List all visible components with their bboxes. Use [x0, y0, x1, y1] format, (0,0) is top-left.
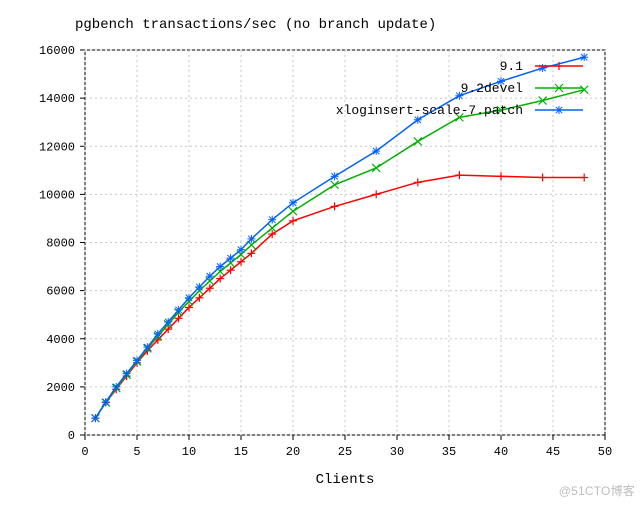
ytick-label: 12000	[39, 140, 75, 154]
watermark-text: @51CTO博客	[559, 482, 635, 499]
xtick-label: 0	[81, 445, 88, 459]
legend-label: 9.1	[500, 59, 524, 74]
xtick-label: 10	[182, 445, 196, 459]
xtick-label: 45	[546, 445, 560, 459]
xtick-label: 5	[133, 445, 140, 459]
ytick-label: 8000	[46, 237, 75, 251]
xtick-label: 25	[338, 445, 352, 459]
xtick-label: 20	[286, 445, 300, 459]
legend-label: xloginsert-scale-7.patch	[336, 103, 523, 118]
legend-label: 9.2devel	[461, 81, 524, 96]
ytick-label: 2000	[46, 381, 75, 395]
ytick-label: 0	[68, 429, 75, 443]
x-axis-label: Clients	[316, 472, 375, 488]
xtick-label: 50	[598, 445, 612, 459]
chart-title: pgbench transactions/sec (no branch upda…	[75, 17, 436, 33]
ytick-label: 4000	[46, 333, 75, 347]
ytick-label: 14000	[39, 92, 75, 106]
xtick-label: 40	[494, 445, 508, 459]
xtick-label: 35	[442, 445, 456, 459]
ytick-label: 10000	[39, 188, 75, 202]
chart-svg: 0 2000 4000 6000 8000 10000 12000 14000 16000 0 5 1…	[0, 0, 643, 505]
chart-background	[0, 0, 643, 505]
ytick-label: 16000	[39, 44, 75, 58]
xtick-label: 30	[390, 445, 404, 459]
ytick-label: 6000	[46, 285, 75, 299]
xtick-label: 15	[234, 445, 248, 459]
